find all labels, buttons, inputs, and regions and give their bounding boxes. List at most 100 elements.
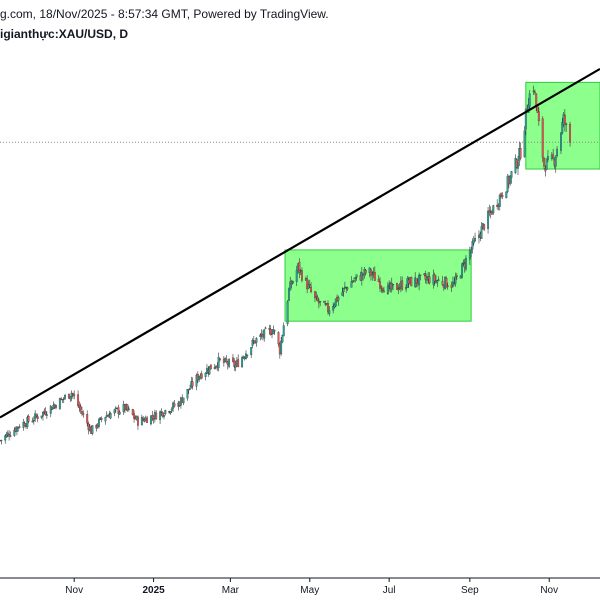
- candle: [131, 408, 134, 416]
- candle: [272, 325, 275, 335]
- candle: [462, 259, 465, 267]
- candle: [259, 333, 262, 341]
- candle: [419, 274, 422, 281]
- candle: [264, 326, 267, 330]
- candle: [543, 157, 545, 170]
- candle: [289, 276, 292, 291]
- candle: [492, 204, 495, 215]
- candle: [234, 360, 237, 372]
- candle: [301, 267, 303, 283]
- candle: [346, 286, 349, 291]
- candle: [27, 414, 30, 424]
- candle: [415, 278, 418, 288]
- candle: [355, 274, 358, 281]
- candle: [298, 258, 301, 279]
- candle: [545, 158, 548, 170]
- candle: [487, 207, 490, 234]
- candle: [0, 439, 3, 445]
- candle: [209, 364, 212, 370]
- candle: [81, 406, 83, 417]
- x-tick-label: Sep: [461, 585, 479, 596]
- candle: [200, 370, 203, 380]
- candle: [441, 276, 444, 287]
- candle: [569, 121, 572, 147]
- candle: [233, 358, 236, 371]
- candle: [310, 282, 313, 294]
- candle: [280, 336, 283, 356]
- candle: [161, 411, 164, 418]
- chart-symbol-title: igianthực:XAU/USD, D: [0, 27, 129, 41]
- candle: [464, 255, 467, 272]
- candle: [560, 132, 562, 155]
- candle: [13, 427, 16, 437]
- candle: [137, 415, 139, 430]
- candle: [528, 89, 531, 109]
- candle: [299, 269, 302, 276]
- candle: [362, 273, 365, 281]
- candle: [15, 426, 18, 436]
- candle: [541, 116, 544, 163]
- candle: [82, 410, 85, 418]
- candle: [113, 408, 116, 417]
- consolidation-zone-1[interactable]: [284, 249, 472, 322]
- candle: [369, 268, 372, 281]
- candle: [319, 301, 322, 307]
- candlesticks: [0, 85, 572, 445]
- candle: [451, 276, 454, 288]
- candle: [472, 236, 475, 246]
- candle: [556, 146, 558, 158]
- candle: [225, 355, 228, 364]
- candle: [519, 142, 522, 160]
- candle: [97, 418, 100, 429]
- candle: [498, 193, 501, 211]
- candle: [104, 416, 107, 425]
- candle: [537, 107, 540, 126]
- candle: [8, 430, 11, 441]
- candle: [204, 372, 207, 381]
- candle: [133, 410, 136, 423]
- candle: [392, 284, 395, 291]
- candle: [277, 331, 280, 348]
- candle: [255, 337, 258, 347]
- candle: [561, 117, 564, 135]
- candle: [371, 270, 374, 281]
- candle: [61, 399, 64, 403]
- candle: [52, 401, 55, 410]
- candle: [86, 410, 89, 427]
- candle: [455, 272, 458, 280]
- candle: [418, 272, 421, 291]
- candle: [195, 373, 198, 391]
- candle: [142, 415, 145, 422]
- candle: [45, 411, 48, 419]
- candle: [4, 434, 7, 444]
- candle: [474, 232, 477, 243]
- candle: [117, 404, 120, 419]
- candle: [5, 431, 8, 438]
- candle: [271, 329, 273, 339]
- candle: [62, 397, 65, 404]
- candle: [532, 85, 535, 95]
- candle: [373, 266, 376, 281]
- candle: [291, 280, 294, 285]
- candle: [35, 413, 38, 418]
- candle: [68, 393, 70, 399]
- x-tick-label: May: [300, 585, 319, 596]
- candle: [332, 302, 335, 314]
- candle: [295, 265, 298, 287]
- candle: [565, 122, 568, 133]
- candle: [40, 415, 43, 420]
- candle: [509, 175, 512, 186]
- candle: [308, 279, 311, 289]
- candle: [428, 272, 431, 285]
- candle: [70, 390, 73, 402]
- x-tick-label: Nov: [540, 585, 558, 596]
- candle: [377, 275, 380, 283]
- candle: [23, 421, 26, 427]
- trendline[interactable]: [0, 67, 600, 419]
- candle: [71, 392, 74, 400]
- candle: [31, 417, 34, 423]
- candle: [405, 284, 408, 293]
- candle: [360, 266, 363, 286]
- candle: [379, 277, 381, 293]
